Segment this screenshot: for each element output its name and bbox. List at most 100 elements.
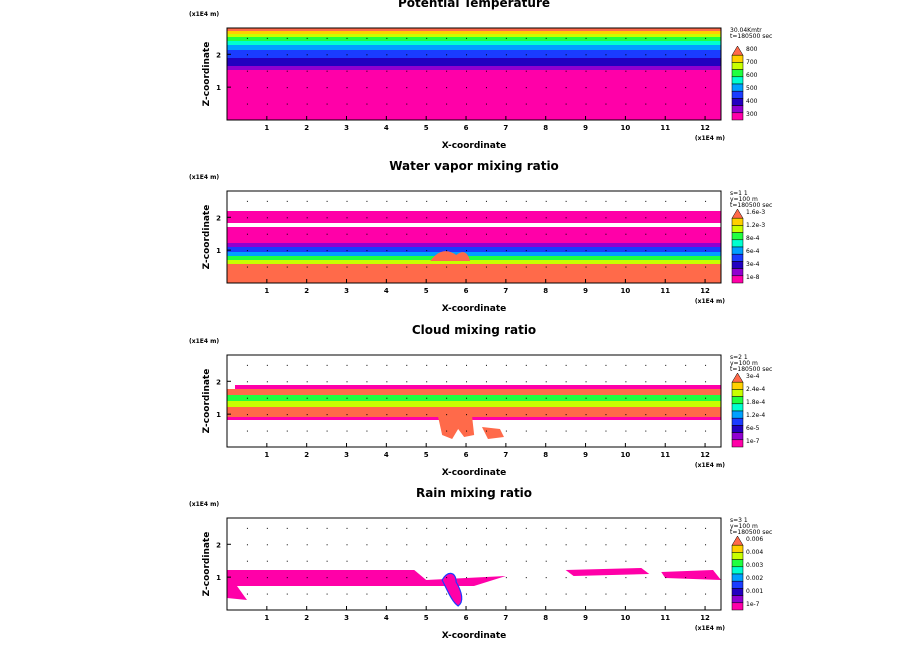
grid-dot — [605, 544, 607, 546]
grid-dot — [485, 87, 487, 89]
colorbar-label: 1.2e-4 — [746, 412, 765, 419]
grid-dot — [326, 37, 328, 39]
info-text: 30.04Kmtr — [730, 27, 762, 34]
grid-dot — [286, 414, 288, 416]
plot-frame — [226, 190, 722, 284]
grid-dot — [705, 414, 707, 416]
colorbar-cell — [731, 588, 744, 596]
grid-dot — [426, 200, 428, 202]
x-tick-label: 4 — [384, 451, 389, 459]
grid-dot — [466, 414, 468, 416]
grid-dot — [605, 527, 607, 529]
colorbar-cell — [731, 76, 744, 85]
grid-dot — [525, 37, 527, 39]
colorbar-cell — [731, 54, 744, 63]
grid-dot — [505, 593, 507, 595]
info-text: t=180500 sec — [730, 33, 772, 40]
info-text: y=100 m — [730, 360, 758, 367]
grid-dot — [585, 364, 587, 366]
grid-dot — [306, 70, 308, 72]
grid-dot — [426, 217, 428, 219]
colorbar-cell — [731, 559, 744, 568]
colorbar-label: 0.004 — [746, 549, 763, 556]
grid-dot — [346, 54, 348, 56]
grid-dot — [446, 70, 448, 72]
grid-dot — [346, 103, 348, 105]
grid-dot — [705, 544, 707, 546]
grid-dot — [605, 54, 607, 56]
grid-dot — [426, 70, 428, 72]
grid-dot — [286, 381, 288, 383]
grid-dot — [366, 200, 368, 202]
grid-dot — [246, 70, 248, 72]
grid-dot — [665, 414, 667, 416]
grid-dot — [386, 54, 388, 56]
vapor-layer — [227, 252, 721, 256]
grid-dot — [406, 544, 408, 546]
grid-dot — [306, 217, 308, 219]
grid-dot — [645, 544, 647, 546]
x-tick-label: 6 — [464, 451, 469, 459]
colorbar-cell — [731, 602, 744, 611]
field — [227, 28, 721, 120]
colorbar-cell — [731, 112, 744, 121]
z-tick-label: 2 — [216, 214, 221, 222]
grid-dot — [426, 266, 428, 268]
rain-region — [227, 570, 506, 600]
grid-dot — [705, 364, 707, 366]
grid-dot — [565, 250, 567, 252]
chart-title: Cloud mixing ratio — [412, 323, 536, 337]
grid-dot — [246, 560, 248, 562]
colorbar-cell — [731, 396, 744, 405]
cloud-convective-cell — [438, 417, 475, 439]
grid-dot — [645, 414, 647, 416]
grid-dot — [585, 397, 587, 399]
grid-dot — [585, 103, 587, 105]
grid-dot — [406, 430, 408, 432]
grid-dot — [386, 544, 388, 546]
colorbar-label: 1.2e-3 — [746, 222, 765, 229]
grid-dot — [386, 593, 388, 595]
grid-dot — [665, 70, 667, 72]
grid-dot — [326, 577, 328, 579]
grid-dot — [246, 37, 248, 39]
grid-dot — [406, 397, 408, 399]
z-unit-label: (x1E4 m) — [189, 501, 219, 508]
grid-dot — [246, 381, 248, 383]
chart-title: Water vapor mixing ratio — [389, 159, 559, 173]
colorbar-cell — [731, 253, 744, 262]
grid-dot — [645, 430, 647, 432]
grid-dot — [685, 37, 687, 39]
grid-dot — [605, 560, 607, 562]
chart-title: Potential Temperature — [398, 0, 550, 10]
colorbar-cell — [731, 275, 744, 284]
grid-dot — [685, 103, 687, 105]
grid-dot — [326, 381, 328, 383]
colorbar-label: 700 — [746, 59, 758, 66]
grid-dot — [585, 54, 587, 56]
info-text: s=2 1 — [730, 354, 748, 361]
grid-dot — [525, 577, 527, 579]
theta-layer — [227, 34, 721, 37]
grid-dot — [246, 414, 248, 416]
grid-dot — [246, 103, 248, 105]
grid-dot — [366, 87, 368, 89]
z-tick-label: 1 — [216, 574, 221, 582]
grid-dot — [665, 266, 667, 268]
grid-dot — [386, 37, 388, 39]
grid-dot — [346, 527, 348, 529]
grid-dot — [705, 87, 707, 89]
grid-dot — [665, 560, 667, 562]
grid-dot — [246, 593, 248, 595]
colorbar-cell — [731, 372, 744, 383]
grid-dot — [485, 37, 487, 39]
grid-dot — [446, 397, 448, 399]
theta-layer — [227, 31, 721, 34]
grid-dot — [565, 430, 567, 432]
grid-dot — [326, 364, 328, 366]
grid-dot — [705, 430, 707, 432]
grid-dot — [466, 250, 468, 252]
grid-dot — [346, 593, 348, 595]
grid-dot — [565, 233, 567, 235]
colorbar-label: 0.006 — [746, 536, 763, 543]
